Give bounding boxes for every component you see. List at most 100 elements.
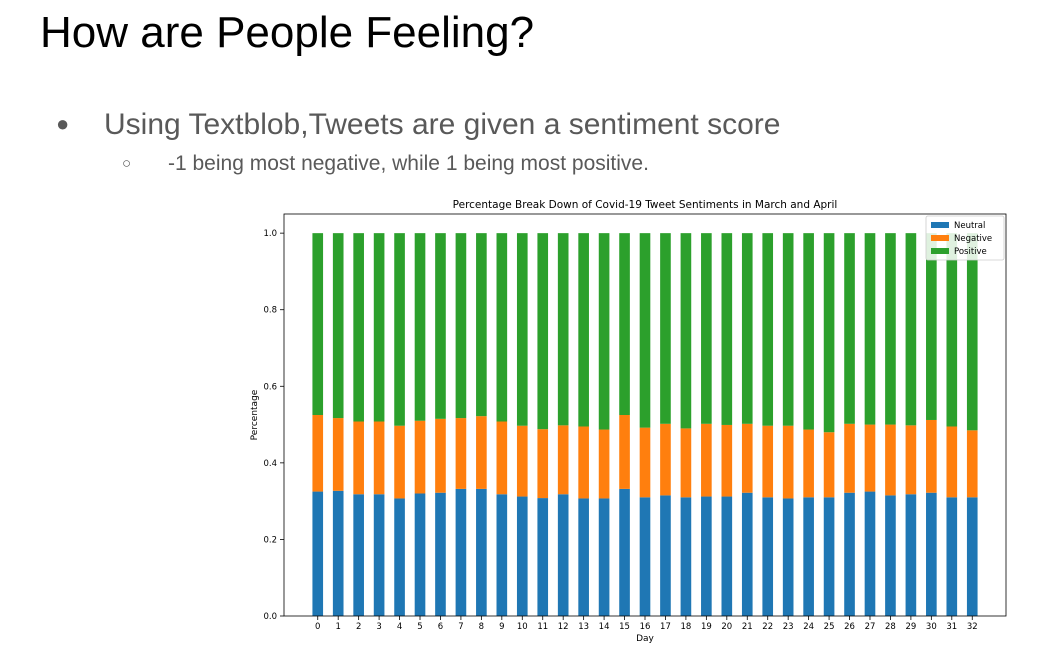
x-tick-label-0: 0 <box>315 622 320 632</box>
legend-label-positive: Positive <box>954 247 987 257</box>
bar-negative-1 <box>332 418 344 491</box>
bar-neutral-19 <box>701 496 712 616</box>
x-tick-label-9: 9 <box>499 622 504 632</box>
bar-neutral-30 <box>926 492 937 616</box>
bar-positive-16 <box>639 233 651 428</box>
bar-positive-29 <box>905 233 917 426</box>
y-tick-label-0.6: 0.6 <box>263 382 277 392</box>
bar-positive-23 <box>782 233 794 426</box>
sentiment-chart-svg: Percentage Break Down of Covid-19 Tweet … <box>250 199 1007 644</box>
bar-positive-19 <box>701 233 712 424</box>
bar-positive-28 <box>885 233 896 425</box>
bar-neutral-32 <box>966 497 978 616</box>
legend-label-neutral: Neutral <box>954 221 985 231</box>
bar-negative-12 <box>557 425 569 495</box>
legend-label-negative: Negative <box>954 234 992 244</box>
bar-neutral-11 <box>537 498 549 616</box>
slide-title: How are People Feeling? <box>40 8 535 57</box>
bar-negative-28 <box>885 424 896 496</box>
y-tick-label-1.0: 1.0 <box>263 229 277 239</box>
bar-positive-6 <box>435 233 446 419</box>
x-tick-label-17: 17 <box>660 622 671 632</box>
bar-negative-9 <box>496 421 508 495</box>
bar-neutral-16 <box>639 497 651 616</box>
sub-bullet-item-score-range: ○ -1 being most negative, while 1 being m… <box>122 152 649 176</box>
bar-neutral-27 <box>864 491 876 616</box>
bar-negative-3 <box>373 421 385 495</box>
y-tick-label-0.8: 0.8 <box>263 306 277 316</box>
bar-negative-29 <box>905 425 917 495</box>
legend-swatch-positive <box>931 248 949 254</box>
bullet-text: Using Textblob,Tweets are given a sentim… <box>104 108 781 141</box>
x-tick-label-25: 25 <box>824 622 835 632</box>
bar-positive-22 <box>762 233 774 426</box>
x-tick-label-5: 5 <box>417 622 422 632</box>
x-tick-label-14: 14 <box>599 622 610 632</box>
sub-bullet-text: -1 being most negative, while 1 being mo… <box>168 152 649 175</box>
bar-negative-4 <box>394 425 405 499</box>
legend-swatch-neutral <box>931 222 949 228</box>
bar-negative-17 <box>660 423 671 496</box>
bar-positive-8 <box>476 233 487 417</box>
bar-neutral-12 <box>557 494 569 616</box>
bar-negative-15 <box>619 415 630 489</box>
bar-positive-10 <box>516 233 528 426</box>
bar-negative-18 <box>680 428 692 498</box>
legend-swatch-negative <box>931 235 949 241</box>
bar-positive-4 <box>394 233 405 426</box>
bar-positive-27 <box>864 233 876 425</box>
x-tick-label-32: 32 <box>967 622 978 632</box>
bar-positive-30 <box>926 233 937 420</box>
bar-negative-16 <box>639 427 651 498</box>
x-tick-label-10: 10 <box>517 622 528 632</box>
x-tick-label-29: 29 <box>905 622 916 632</box>
bar-positive-11 <box>537 233 549 430</box>
bar-negative-11 <box>537 429 549 499</box>
bar-negative-21 <box>741 423 753 493</box>
bar-negative-30 <box>926 419 937 493</box>
bar-neutral-24 <box>803 497 814 616</box>
bar-positive-24 <box>803 233 814 430</box>
bar-neutral-14 <box>598 498 610 616</box>
bar-positive-14 <box>598 233 610 430</box>
x-tick-label-16: 16 <box>640 622 651 632</box>
bar-positive-25 <box>823 233 835 433</box>
bar-neutral-21 <box>741 492 753 616</box>
x-tick-label-23: 23 <box>783 622 794 632</box>
bar-negative-27 <box>864 424 876 492</box>
x-tick-label-7: 7 <box>458 622 463 632</box>
bar-negative-5 <box>414 420 426 494</box>
bar-positive-12 <box>557 233 569 426</box>
bar-positive-18 <box>680 233 692 429</box>
bar-neutral-26 <box>844 492 855 616</box>
chart-title: Percentage Break Down of Covid-19 Tweet … <box>453 199 838 211</box>
x-axis-label: Day <box>636 634 654 644</box>
bar-negative-0 <box>312 415 324 492</box>
x-tick-label-8: 8 <box>479 622 484 632</box>
x-tick-label-6: 6 <box>438 622 443 632</box>
x-tick-label-31: 31 <box>946 622 957 632</box>
bullet-circle-icon: ○ <box>122 155 132 172</box>
bar-neutral-29 <box>905 494 917 616</box>
bar-neutral-3 <box>373 494 385 616</box>
y-axis-label: Percentage <box>250 389 260 440</box>
x-tick-label-1: 1 <box>335 622 340 632</box>
x-tick-label-18: 18 <box>680 622 691 632</box>
bar-positive-32 <box>966 233 978 431</box>
bar-negative-25 <box>823 432 835 498</box>
bar-positive-13 <box>578 233 589 427</box>
x-tick-label-22: 22 <box>762 622 773 632</box>
bar-positive-17 <box>660 233 671 424</box>
x-tick-label-24: 24 <box>803 622 814 632</box>
bar-positive-7 <box>455 233 467 419</box>
x-tick-label-20: 20 <box>721 622 732 632</box>
bar-negative-24 <box>803 429 814 498</box>
bar-negative-14 <box>598 429 610 499</box>
x-tick-label-3: 3 <box>376 622 381 632</box>
bar-neutral-23 <box>782 498 794 616</box>
bar-neutral-17 <box>660 495 671 616</box>
bar-negative-10 <box>516 425 528 497</box>
bar-negative-13 <box>578 426 589 499</box>
bar-negative-26 <box>844 423 855 493</box>
bar-negative-7 <box>455 418 467 489</box>
